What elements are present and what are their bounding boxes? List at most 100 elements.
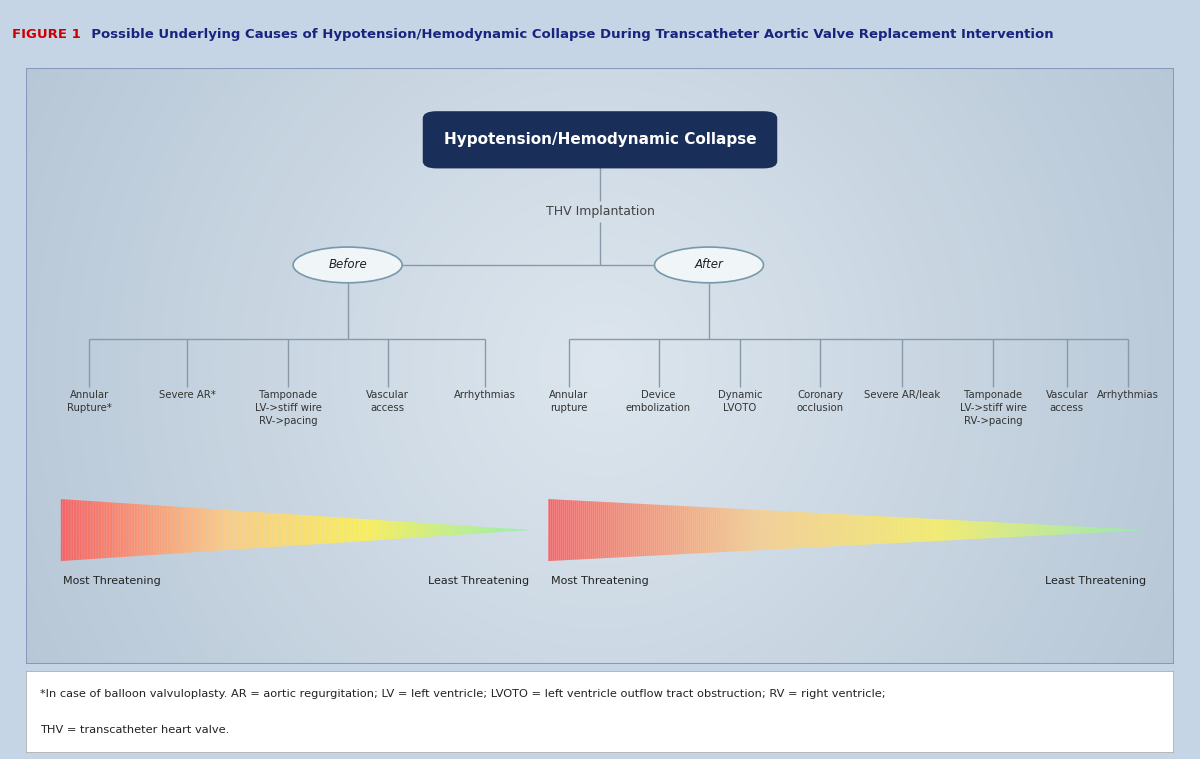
Ellipse shape [654,247,763,283]
Polygon shape [168,506,169,554]
Polygon shape [690,506,692,554]
Polygon shape [289,514,292,546]
Polygon shape [1100,528,1103,533]
Polygon shape [1038,524,1040,536]
Polygon shape [731,509,732,552]
Polygon shape [854,515,857,545]
Polygon shape [650,504,653,556]
Polygon shape [680,506,683,554]
Polygon shape [629,503,630,557]
Polygon shape [134,504,136,556]
Polygon shape [312,515,313,544]
Polygon shape [719,508,720,553]
Polygon shape [442,524,443,536]
Polygon shape [455,525,456,535]
Polygon shape [325,517,328,543]
Polygon shape [160,505,161,555]
Polygon shape [310,515,312,545]
Polygon shape [914,518,917,542]
Polygon shape [404,521,406,538]
Polygon shape [476,527,478,534]
Polygon shape [1127,529,1128,531]
Polygon shape [1128,529,1130,531]
Polygon shape [61,499,62,561]
Polygon shape [785,512,786,549]
Polygon shape [516,529,517,531]
Polygon shape [136,504,138,556]
Text: Most Threatening: Most Threatening [551,576,648,586]
Polygon shape [503,528,504,532]
Text: Coronary
occlusion: Coronary occlusion [797,390,844,413]
Polygon shape [283,514,286,546]
Polygon shape [161,505,163,554]
Polygon shape [151,505,154,555]
Polygon shape [548,499,551,561]
Polygon shape [674,505,677,555]
Polygon shape [554,499,557,561]
Polygon shape [1013,523,1014,537]
Polygon shape [860,515,863,545]
Polygon shape [82,500,83,559]
Polygon shape [972,521,974,539]
Polygon shape [1067,526,1068,534]
Polygon shape [109,502,110,558]
Polygon shape [782,511,785,549]
Polygon shape [122,503,124,557]
Polygon shape [1008,523,1010,537]
Polygon shape [374,520,376,540]
Polygon shape [1112,528,1115,532]
Polygon shape [1118,528,1121,531]
Polygon shape [1134,529,1136,531]
Polygon shape [900,518,902,543]
Polygon shape [942,519,944,540]
Polygon shape [174,506,175,553]
Polygon shape [406,521,407,538]
Polygon shape [452,525,455,535]
Polygon shape [88,501,89,559]
Polygon shape [313,515,314,544]
Polygon shape [612,502,614,558]
Polygon shape [752,509,755,550]
Polygon shape [155,505,156,555]
Polygon shape [199,509,200,552]
Polygon shape [124,503,125,557]
Polygon shape [677,505,678,554]
Polygon shape [689,506,690,554]
Polygon shape [845,515,846,546]
Polygon shape [887,517,888,543]
Polygon shape [1052,525,1055,535]
Polygon shape [335,517,337,543]
Polygon shape [911,518,912,543]
Polygon shape [1004,523,1007,537]
Polygon shape [788,512,791,549]
Polygon shape [1088,527,1091,533]
Polygon shape [500,528,502,532]
Polygon shape [422,523,425,537]
Polygon shape [378,520,379,540]
Polygon shape [206,509,208,552]
Text: Dynamic
LVOTO: Dynamic LVOTO [718,390,762,413]
Polygon shape [143,505,144,556]
Polygon shape [917,518,918,542]
Polygon shape [451,524,452,535]
Polygon shape [570,500,572,560]
Polygon shape [564,500,566,560]
Polygon shape [594,502,596,559]
Polygon shape [362,519,364,541]
Polygon shape [563,500,564,560]
Polygon shape [953,520,954,540]
Polygon shape [401,521,403,539]
Polygon shape [308,515,310,545]
Polygon shape [236,511,238,550]
Polygon shape [379,520,380,540]
Polygon shape [241,511,242,550]
Polygon shape [1020,524,1022,537]
Text: THV Implantation: THV Implantation [546,205,654,218]
Polygon shape [323,516,324,543]
Polygon shape [1025,524,1026,537]
Polygon shape [824,513,827,546]
Polygon shape [797,512,798,548]
Polygon shape [695,506,696,553]
Polygon shape [737,509,738,551]
Polygon shape [262,512,263,548]
